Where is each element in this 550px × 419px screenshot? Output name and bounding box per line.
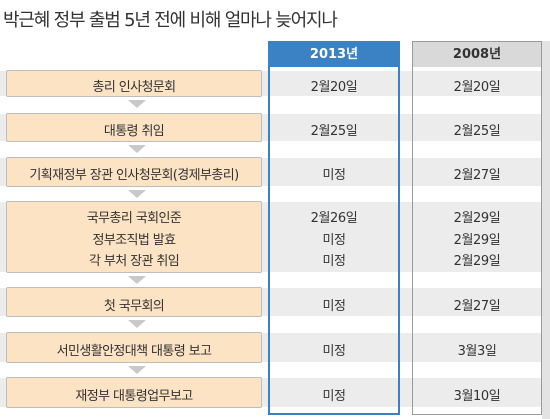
value-2008: 2월25일 [453, 124, 501, 139]
column-2008-panel [412, 41, 542, 415]
row-label: 정부조직법 발효 [92, 233, 176, 248]
down-arrow-icon [128, 320, 146, 328]
page-title: 박근혜 정부 출범 5년 전에 비해 얼마나 늦어지나 [3, 10, 338, 31]
down-arrow-icon [128, 145, 146, 153]
flow-box-finance-report [6, 377, 262, 408]
row-label: 재정부 대통령업무보고 [75, 389, 193, 404]
down-arrow-icon [128, 100, 146, 108]
column-header-2013: 2013년 [270, 43, 398, 67]
value-2013: 미정 [322, 233, 346, 248]
value-2013: 미정 [322, 168, 346, 183]
row-label: 기획재정부 장관 인사청문회(경제부총리) [29, 168, 239, 183]
row-label: 각 부처 장관 취임 [88, 254, 180, 269]
column-header-2008: 2008년 [413, 42, 541, 67]
row-label: 대통령 취임 [103, 124, 165, 139]
column-2013-panel [268, 41, 400, 415]
value-2008: 2월29일 [453, 211, 501, 226]
flow-box-inauguration [6, 113, 262, 142]
value-2013: 2월20일 [310, 80, 358, 95]
flow-box-finance-minister-hearing [6, 157, 262, 187]
flow-box-prime-minister-hearing [6, 70, 262, 97]
value-2008: 2월29일 [453, 254, 501, 269]
value-2013: 미정 [322, 254, 346, 269]
value-2008: 2월20일 [453, 80, 501, 95]
row-label: 국무총리 국회인준 [86, 211, 182, 226]
down-arrow-icon [128, 276, 146, 284]
value-2013: 2월26일 [310, 211, 358, 226]
row-label: 총리 인사청문회 [92, 80, 176, 95]
right-edge-panel [542, 41, 550, 419]
flow-box-first-cabinet-meeting [6, 287, 262, 317]
value-2013: 미정 [322, 344, 346, 359]
value-2013: 2월25일 [310, 124, 358, 139]
row-label: 서민생활안정대책 대통령 보고 [56, 344, 212, 359]
down-arrow-icon [128, 190, 146, 198]
value-2008: 3월3일 [457, 344, 497, 359]
value-2008: 3월10일 [453, 389, 501, 404]
value-2008: 2월29일 [453, 233, 501, 248]
flow-box-cabinet-group [6, 201, 262, 273]
down-arrow-icon [128, 366, 146, 374]
row-label: 첫 국무회의 [103, 299, 165, 314]
value-2013: 미정 [322, 389, 346, 404]
value-2008: 2월27일 [453, 299, 501, 314]
value-2008: 2월27일 [453, 168, 501, 183]
flow-box-livelihood-report [6, 332, 262, 363]
value-2013: 미정 [322, 299, 346, 314]
